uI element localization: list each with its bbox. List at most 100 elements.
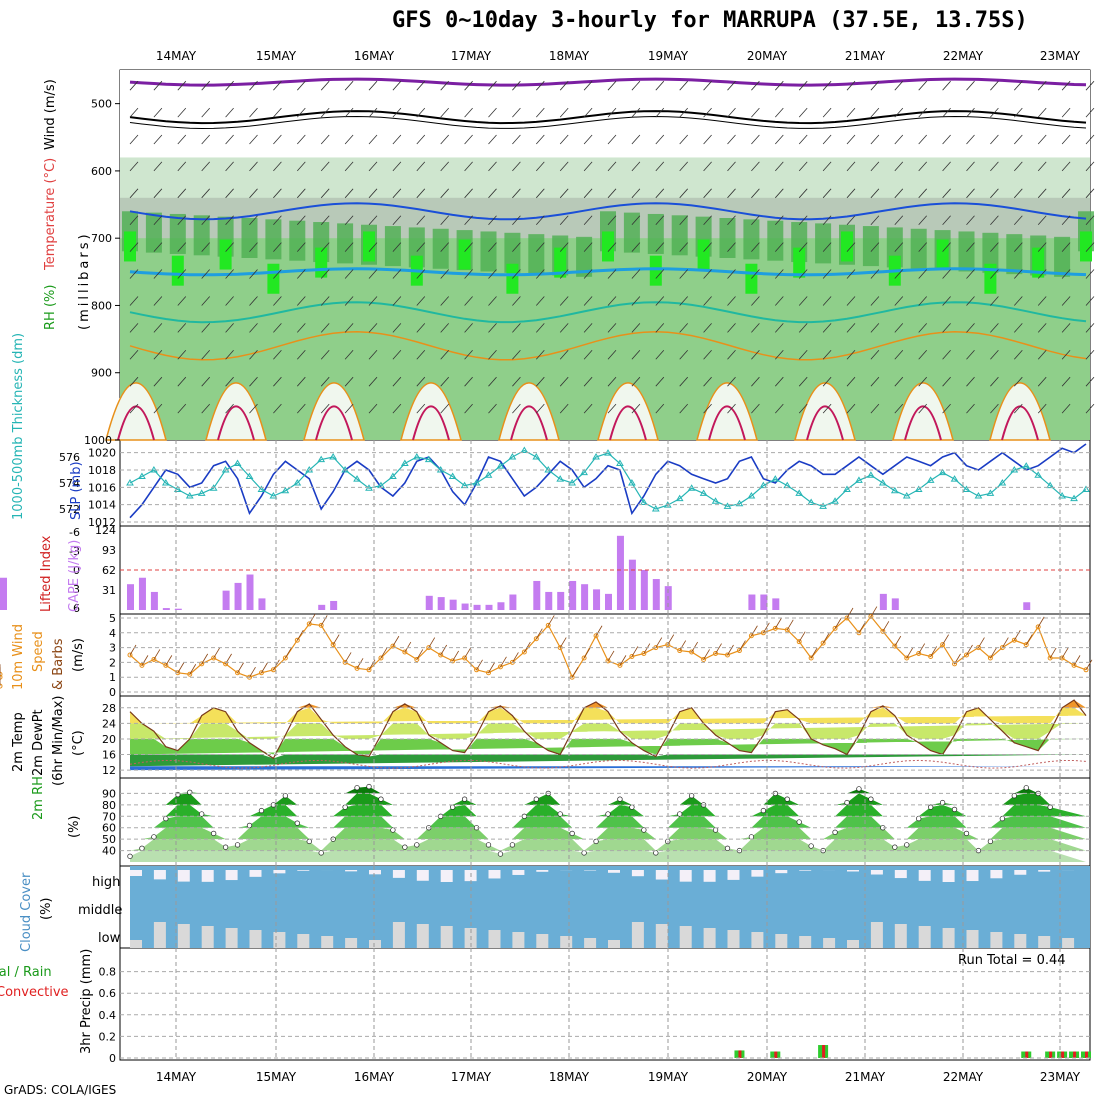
isotherm-10: [129, 267, 1087, 277]
upper-wind-barb: [488, 188, 497, 199]
slp-label: SLP (mb): [69, 461, 84, 520]
wind10-barb: [655, 637, 663, 648]
thickness-point: [245, 472, 254, 479]
upper-wind-barb: [392, 350, 402, 360]
cloud-low-block: [488, 930, 501, 948]
upper-wind-barb: [320, 376, 330, 387]
upper-wind-barb: [1061, 296, 1071, 306]
cloud-high: high: [92, 875, 120, 890]
upper-wind-barb: [703, 161, 712, 172]
upper-wind-barb: [990, 161, 999, 172]
upper-wind-barb: [512, 107, 521, 118]
isotherm-25: [806, 405, 844, 441]
isotherm-20: [129, 331, 1087, 361]
upper-wind-barb: [488, 215, 497, 225]
upper-wind-barb: [464, 269, 473, 279]
wind10-barb: [715, 643, 722, 654]
precip-unit: 3hr Precip (mm): [79, 949, 94, 1054]
precip-conv-bar: [822, 1045, 826, 1058]
upper-wind-barb: [201, 242, 210, 252]
cape-bar: [222, 590, 230, 610]
upper-wind-barb: [703, 376, 712, 387]
cape-bar: [760, 594, 768, 610]
wind10-barb: [978, 637, 985, 648]
thickness-point: [508, 453, 517, 460]
rh2m-point: [139, 845, 145, 851]
upper-wind-barb: [344, 403, 354, 414]
wind10-barb: [1073, 655, 1081, 666]
wind10-point: [390, 643, 396, 649]
date-label-top: 21MAY: [845, 49, 886, 63]
precip-conv-bar: [738, 1050, 742, 1058]
thickness-point: [1046, 481, 1055, 489]
wind10-barb: [189, 664, 197, 675]
upper-wind-barb: [583, 296, 593, 306]
upper-wind-barb: [201, 80, 210, 91]
upper-wind-barb: [440, 350, 449, 360]
cape-bar: [174, 608, 182, 610]
upper-wind-barb: [344, 80, 354, 91]
upper-wind-barb: [416, 376, 426, 387]
upper-wind-barb: [440, 269, 449, 279]
cloud-high-block: [894, 870, 907, 879]
thickness-point: [807, 498, 816, 505]
upper-wind-barb: [559, 403, 569, 414]
upper-wind-barb: [631, 107, 641, 118]
rh2m-point: [258, 807, 265, 814]
wind10-barb: [918, 643, 926, 654]
upper-wind-barb: [775, 80, 784, 91]
upper-wind-barb: [392, 242, 402, 252]
rh2m-point: [832, 829, 838, 835]
upper-wind-barb: [870, 376, 880, 387]
upper-wind-barb: [129, 296, 139, 306]
upper-wind-barb: [273, 161, 282, 172]
cape-bar: [593, 589, 601, 610]
wind10-barb: [1013, 629, 1021, 641]
upper-wind-barb: [273, 242, 282, 252]
upper-wind-barb: [703, 242, 712, 252]
surface-warm-dome: [597, 382, 659, 441]
upper-wind-barb: [249, 323, 258, 333]
cape-bar: [138, 577, 146, 610]
rh2m-label: 2m RH: [31, 776, 46, 820]
upper-wind-barb: [344, 269, 354, 279]
upper-wind-barb: [822, 376, 832, 387]
date-label-bottom: 15MAY: [256, 1070, 297, 1084]
upper-wind-barb: [1037, 350, 1047, 360]
isotherm-15: [129, 301, 1087, 324]
upper-wind-barb: [273, 323, 282, 333]
wind10-point: [796, 639, 802, 645]
upper-wind-barb: [894, 296, 904, 306]
rh-patch: [910, 228, 927, 269]
wind10-barb: [416, 649, 424, 660]
wind10-barb: [237, 662, 244, 673]
rh-bright-patch: [554, 247, 567, 278]
upper-wind-barb: [583, 403, 593, 414]
isotherm-25: [412, 405, 450, 441]
date-label-bottom: 16MAY: [354, 1070, 395, 1084]
thickness-tick-label: 576: [59, 451, 80, 464]
upper-wind-barb: [655, 134, 665, 145]
upper-wind-barb: [368, 350, 378, 360]
upper-wind-barb: [655, 188, 665, 199]
wind10-point: [808, 655, 814, 661]
cloud-label: Cloud Cover: [19, 872, 34, 952]
upper-wind-barb: [990, 269, 999, 279]
upper-wind-barb: [775, 296, 784, 306]
thickness-point: [616, 459, 624, 466]
upper-wind-barb: [1061, 350, 1071, 360]
cape-bar: [616, 535, 624, 610]
upper-wind-barb: [870, 215, 880, 225]
wind10-point: [880, 628, 886, 634]
cape-bar: [318, 604, 326, 610]
cloud-low-block: [345, 938, 358, 948]
rh-patch: [337, 223, 354, 264]
cloud-low-block: [416, 924, 429, 948]
rh-patch: [384, 226, 401, 267]
upper-wind-barb: [249, 269, 258, 279]
upper-wind-barb: [870, 323, 880, 333]
upper-wind-barb: [1037, 134, 1047, 145]
upper-wind-barb: [822, 269, 832, 279]
thickness-point: [484, 471, 493, 478]
precip-conv-bar: [1085, 1051, 1088, 1058]
